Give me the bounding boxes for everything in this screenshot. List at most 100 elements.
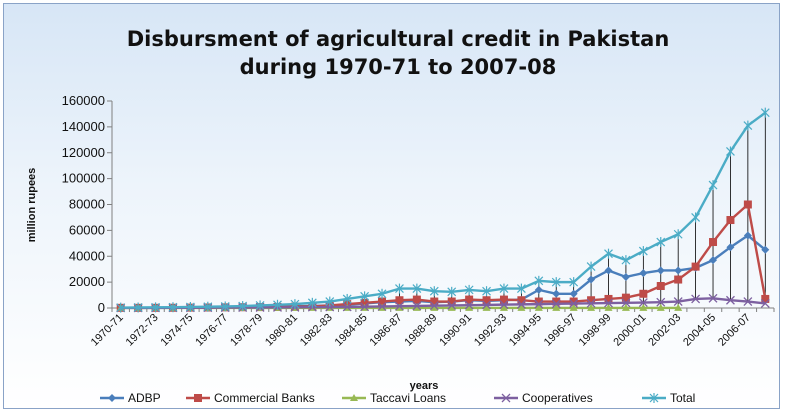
x-tick-label: 1972-73: [124, 312, 161, 349]
data-point-cooperatives: [569, 299, 579, 309]
data-point-total: [726, 146, 735, 157]
legend-label-cooperatives: Cooperatives: [522, 391, 593, 405]
data-point-cooperatives-stroke: [673, 297, 683, 306]
y-tick-label: 20000: [69, 274, 105, 289]
data-point-cooperatives: [604, 298, 613, 308]
data-point-commercial-banks: [569, 297, 578, 306]
data-point-commercial-banks: [691, 262, 700, 271]
data-point-total: [586, 261, 596, 272]
x-tick-label: 1992-93: [472, 312, 509, 349]
data-point-total: [743, 120, 753, 131]
data-point-adbp: [674, 266, 683, 275]
data-point-adbp: [761, 245, 770, 254]
data-point-total: [307, 297, 317, 308]
data-point-cooperatives-stroke: [760, 299, 770, 308]
data-point-total: [534, 275, 544, 286]
data-point-cooperatives-stroke: [412, 301, 422, 311]
data-point-cooperatives: [621, 298, 631, 308]
data-point-adbp: [726, 243, 735, 252]
data-point-cooperatives: [673, 297, 683, 306]
data-point-taccavi-loans: [604, 303, 613, 311]
data-point-commercial-banks: [604, 294, 613, 303]
data-point-commercial-banks: [587, 296, 596, 305]
data-point-cooperatives: [725, 295, 735, 305]
data-point-commercial-banks: [430, 297, 439, 306]
data-point-taccavi-loans: [395, 303, 404, 311]
data-point-adbp: [709, 256, 718, 265]
data-point-commercial-banks: [482, 296, 491, 305]
data-point-total: [499, 283, 509, 294]
x-tick-label: 1970-71: [89, 312, 126, 349]
data-point-cooperatives-stroke: [656, 297, 666, 307]
legend-marker-adbp: [108, 394, 116, 402]
data-point-total: [412, 283, 422, 294]
legend-marker-cooperatives: [501, 393, 511, 403]
data-point-cooperatives-stroke: [482, 300, 492, 310]
data-point-commercial-banks: [743, 200, 752, 209]
data-point-commercial-banks: [378, 297, 387, 306]
data-point-total: [447, 286, 457, 297]
series-line-cooperatives: [120, 297, 766, 310]
data-point-taccavi-loans: [465, 303, 474, 311]
data-point-commercial-banks: [656, 282, 665, 291]
x-tick-label: 1984-85: [333, 312, 370, 349]
data-point-commercial-banks: [709, 238, 718, 247]
legend-marker-total: [649, 393, 659, 403]
legend: ADBP Commercial Banks Taccavi Loans Coopera…: [100, 391, 695, 405]
data-point-cooperatives-stroke: [464, 300, 474, 310]
data-point-cooperatives: [708, 293, 718, 303]
y-tick-label: 80000: [69, 197, 105, 212]
data-point-adbp: [743, 231, 752, 240]
data-point-cooperatives-stroke: [708, 293, 718, 303]
data-point-total: [673, 229, 683, 240]
data-point-cooperatives: [516, 299, 526, 309]
data-point-taccavi-loans: [534, 303, 543, 311]
data-point-total: [342, 293, 352, 304]
x-tick-label: 2004-05: [681, 312, 718, 349]
data-point-cooperatives-stroke: [429, 301, 439, 311]
data-point-total: [621, 255, 631, 266]
data-point-cooperatives-stroke: [743, 297, 753, 306]
series-line-adbp: [120, 234, 767, 310]
data-point-adbp: [587, 275, 596, 284]
data-point-adbp: [621, 272, 630, 281]
data-point-cooperatives: [377, 301, 387, 311]
x-tick-label: 1976-77: [193, 312, 230, 349]
y-tick-label: 40000: [69, 248, 105, 263]
data-point-commercial-banks: [360, 298, 369, 307]
data-point-total: [220, 301, 230, 312]
data-point-commercial-banks: [552, 297, 561, 306]
x-tick-label: 1986-87: [368, 312, 405, 349]
data-point-total: [133, 302, 143, 313]
x-tick-label: 1990-91: [437, 312, 474, 349]
data-point-cooperatives: [656, 297, 666, 307]
data-point-total: [569, 277, 579, 288]
data-point-taccavi-loans: [656, 303, 665, 311]
data-point-taccavi-loans: [482, 303, 491, 311]
y-tick-label: 0: [98, 300, 105, 315]
data-point-commercial-banks: [639, 289, 648, 298]
legend-marker-cooperatives-stroke: [501, 393, 511, 403]
data-point-total: [168, 302, 178, 313]
data-point-total: [656, 237, 666, 248]
data-point-cooperatives-stroke: [586, 298, 596, 308]
data-point-total: [691, 212, 701, 223]
data-point-commercial-banks: [726, 216, 735, 225]
data-point-commercial-banks: [499, 295, 508, 304]
data-point-total: [464, 284, 474, 295]
x-axis-title: years: [410, 380, 439, 392]
data-point-cooperatives: [760, 299, 770, 308]
data-point-total: [377, 288, 387, 299]
data-point-taccavi-loans: [412, 303, 421, 311]
data-point-commercial-banks: [465, 295, 474, 304]
y-tick-label: 100000: [62, 171, 105, 186]
chart-title-line-1: Disbursment of agricultural credit in Pa…: [127, 27, 670, 51]
data-point-commercial-banks: [395, 296, 404, 305]
data-point-taccavi-loans: [430, 303, 439, 311]
data-point-total: [325, 296, 335, 307]
data-point-taccavi-loans: [447, 303, 456, 311]
data-point-total: [360, 291, 370, 302]
y-tick-label: 120000: [62, 145, 105, 160]
data-point-cooperatives: [429, 301, 439, 311]
